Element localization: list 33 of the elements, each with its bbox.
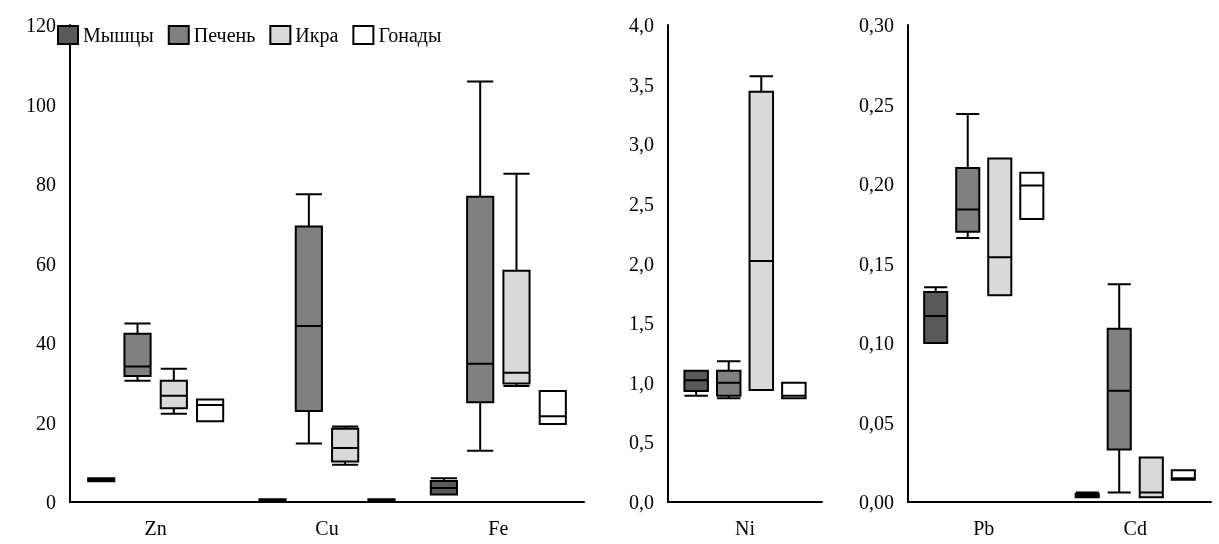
y-tick-label: 0,5 bbox=[629, 431, 654, 454]
y-tick-label: 0,25 bbox=[859, 93, 894, 116]
x-tick-label: Zn bbox=[144, 517, 167, 539]
legend-label: Печень bbox=[193, 24, 256, 46]
y-tick-label: 0,0 bbox=[629, 491, 654, 513]
y-tick-label: 120 bbox=[26, 14, 56, 36]
y-tick-label: 80 bbox=[36, 173, 56, 195]
y-tick-label: 1,0 bbox=[629, 371, 654, 394]
y-tick-label: 3,0 bbox=[629, 133, 654, 156]
y-tick-label: 2,5 bbox=[629, 192, 654, 215]
x-tick-label: Cd bbox=[1123, 517, 1147, 539]
y-tick-label: 0,05 bbox=[859, 411, 894, 434]
y-tick-label: 60 bbox=[36, 252, 56, 275]
y-tick-label: 0,00 bbox=[859, 491, 894, 513]
y-tick-label: 20 bbox=[36, 411, 56, 434]
y-tick-label: 100 bbox=[26, 93, 56, 116]
y-tick-label: 0 bbox=[46, 491, 56, 513]
x-tick-label: Fe bbox=[488, 517, 509, 539]
x-tick-label: Pb bbox=[973, 517, 995, 539]
legend-label: Икра bbox=[295, 24, 339, 47]
y-tick-label: 0,15 bbox=[859, 252, 894, 275]
y-tick-label: 2,0 bbox=[629, 252, 654, 275]
y-tick-label: 0,10 bbox=[859, 332, 894, 354]
y-tick-label: 1,5 bbox=[629, 312, 654, 335]
legend-label: Гонады bbox=[378, 24, 442, 47]
legend-label: Мышцы bbox=[83, 24, 154, 47]
x-tick-label: Cu bbox=[315, 517, 339, 539]
y-tick-label: 0,20 bbox=[859, 173, 894, 195]
y-tick-label: 3,5 bbox=[629, 73, 654, 96]
y-tick-label: 40 bbox=[36, 332, 56, 354]
x-tick-label: Ni bbox=[735, 517, 756, 539]
y-tick-label: 4,0 bbox=[629, 14, 654, 36]
y-tick-label: 0,30 bbox=[859, 14, 894, 36]
